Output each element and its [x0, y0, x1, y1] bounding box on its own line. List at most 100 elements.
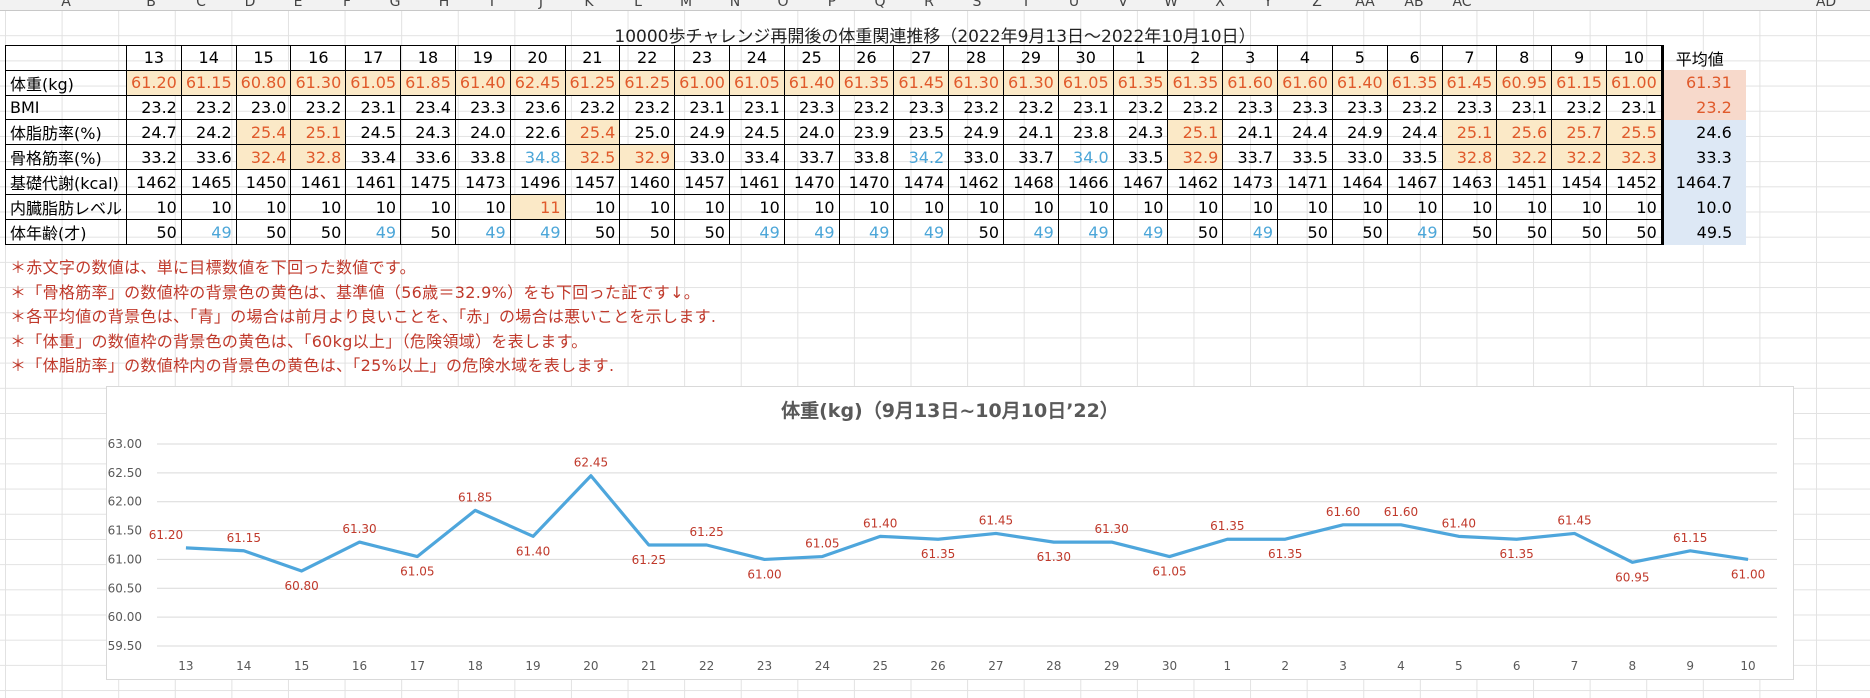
date-cell[interactable]: 28: [948, 45, 1005, 71]
row-label[interactable]: 体年齢(才): [4, 219, 128, 246]
value-cell[interactable]: 1461: [345, 169, 402, 196]
value-cell[interactable]: 1462: [1167, 169, 1224, 196]
value-cell[interactable]: 1496: [509, 169, 566, 196]
value-cell[interactable]: 25.7: [1551, 119, 1607, 146]
date-cell[interactable]: 29: [1003, 45, 1059, 71]
value-cell[interactable]: 1462: [948, 169, 1005, 196]
value-cell[interactable]: 61.35: [1386, 69, 1443, 96]
value-cell[interactable]: 24.9: [1331, 119, 1388, 146]
value-cell[interactable]: 50: [1496, 219, 1553, 246]
value-cell[interactable]: 25.4: [235, 119, 292, 146]
value-cell[interactable]: 23.2: [619, 94, 676, 121]
column-letter-X[interactable]: X: [1215, 0, 1225, 10]
date-cell[interactable]: 13: [126, 45, 182, 71]
value-cell[interactable]: 23.3: [783, 94, 840, 121]
value-cell[interactable]: 49: [728, 219, 785, 246]
date-cell[interactable]: 20: [509, 45, 566, 71]
value-cell[interactable]: 32.9: [1167, 144, 1224, 171]
date-cell[interactable]: 23: [674, 45, 730, 71]
value-cell[interactable]: 10: [838, 194, 895, 221]
value-cell[interactable]: 61.15: [180, 69, 237, 96]
value-cell[interactable]: 23.4: [400, 94, 456, 121]
value-cell[interactable]: 1462: [126, 169, 182, 196]
value-cell[interactable]: 61.25: [619, 69, 676, 96]
value-cell[interactable]: 23.2: [1112, 94, 1169, 121]
value-cell[interactable]: 10: [893, 194, 950, 221]
value-cell[interactable]: 61.35: [1112, 69, 1169, 96]
value-cell[interactable]: 10: [728, 194, 785, 221]
value-cell[interactable]: 32.2: [1551, 144, 1607, 171]
value-cell[interactable]: 10: [783, 194, 840, 221]
value-cell[interactable]: 1473: [1222, 169, 1279, 196]
value-cell[interactable]: 49: [509, 219, 566, 246]
value-cell[interactable]: 61.60: [1222, 69, 1279, 96]
value-cell[interactable]: 32.9: [619, 144, 676, 171]
average-cell[interactable]: 24.6: [1662, 119, 1747, 145]
column-letter-I[interactable]: I: [489, 0, 495, 10]
average-header[interactable]: 平均値: [1675, 49, 1724, 69]
value-cell[interactable]: 24.1: [1003, 119, 1059, 146]
value-cell[interactable]: 25.0: [619, 119, 676, 146]
value-cell[interactable]: 61.15: [1551, 69, 1607, 96]
value-cell[interactable]: 10: [674, 194, 730, 221]
value-cell[interactable]: 61.00: [1605, 69, 1664, 96]
date-cell[interactable]: 21: [564, 45, 621, 71]
date-cell[interactable]: 18: [400, 45, 456, 71]
value-cell[interactable]: 10: [1003, 194, 1059, 221]
value-cell[interactable]: 33.5: [1112, 144, 1169, 171]
date-cell[interactable]: 19: [454, 45, 511, 71]
value-cell[interactable]: 1474: [893, 169, 950, 196]
value-cell[interactable]: 61.40: [454, 69, 511, 96]
value-cell[interactable]: 10: [1331, 194, 1388, 221]
date-cell[interactable]: 24: [728, 45, 785, 71]
column-letter-P[interactable]: P: [827, 0, 837, 10]
value-cell[interactable]: 10: [126, 194, 182, 221]
row-label[interactable]: 体重(kg): [4, 69, 128, 96]
date-cell[interactable]: 3: [1222, 45, 1279, 71]
value-cell[interactable]: 34.2: [893, 144, 950, 171]
value-cell[interactable]: 1461: [290, 169, 347, 196]
value-cell[interactable]: 23.3: [893, 94, 950, 121]
column-letter-D[interactable]: D: [244, 0, 256, 10]
value-cell[interactable]: 10: [619, 194, 676, 221]
value-cell[interactable]: 25.4: [564, 119, 621, 146]
value-cell[interactable]: 49: [1222, 219, 1279, 246]
value-cell[interactable]: 1470: [783, 169, 840, 196]
date-cell[interactable]: 27: [893, 45, 950, 71]
column-letter-V[interactable]: V: [1118, 0, 1128, 10]
value-cell[interactable]: 23.3: [1277, 94, 1333, 121]
value-cell[interactable]: 10: [1386, 194, 1443, 221]
value-cell[interactable]: 1475: [400, 169, 456, 196]
value-cell[interactable]: 60.95: [1496, 69, 1553, 96]
value-cell[interactable]: 1471: [1277, 169, 1333, 196]
average-cell[interactable]: 61.31: [1662, 70, 1747, 96]
column-header-bar[interactable]: A B C D E F G H I J K L M N O P Q R S T U V W X Y Z AA AB AC AD: [0, 0, 1870, 11]
date-cell[interactable]: 9: [1551, 45, 1607, 71]
value-cell[interactable]: 23.8: [1057, 119, 1114, 146]
value-cell[interactable]: 23.2: [838, 94, 895, 121]
value-cell[interactable]: 23.2: [564, 94, 621, 121]
value-cell[interactable]: 10: [1441, 194, 1498, 221]
value-cell[interactable]: 10: [235, 194, 292, 221]
value-cell[interactable]: 32.5: [564, 144, 621, 171]
value-cell[interactable]: 50: [1277, 219, 1333, 246]
column-letter-T[interactable]: T: [1021, 0, 1031, 10]
value-cell[interactable]: 60.80: [235, 69, 292, 96]
corner-cell[interactable]: [4, 45, 128, 71]
value-cell[interactable]: 1451: [1496, 169, 1553, 196]
value-cell[interactable]: 61.40: [783, 69, 840, 96]
column-letter-W[interactable]: W: [1164, 0, 1178, 10]
value-cell[interactable]: 61.60: [1277, 69, 1333, 96]
date-cell[interactable]: 8: [1496, 45, 1553, 71]
value-cell[interactable]: 50: [1167, 219, 1224, 246]
value-cell[interactable]: 11: [509, 194, 566, 221]
value-cell[interactable]: 33.4: [345, 144, 402, 171]
value-cell[interactable]: 61.25: [564, 69, 621, 96]
value-cell[interactable]: 33.7: [783, 144, 840, 171]
value-cell[interactable]: 34.8: [509, 144, 566, 171]
value-cell[interactable]: 23.1: [674, 94, 730, 121]
value-cell[interactable]: 50: [126, 219, 182, 246]
row-label[interactable]: 骨格筋率(%): [4, 144, 128, 171]
date-cell[interactable]: 30: [1057, 45, 1114, 71]
value-cell[interactable]: 24.5: [345, 119, 402, 146]
